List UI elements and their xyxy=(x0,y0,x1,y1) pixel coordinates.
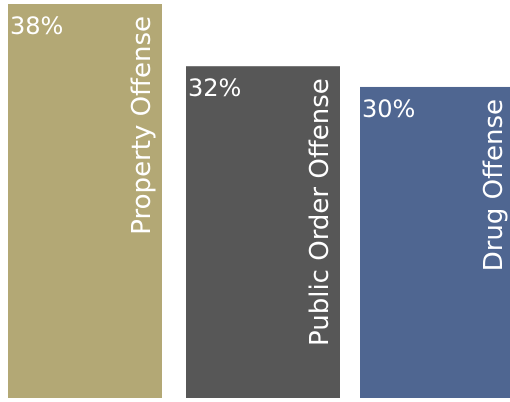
value-label-property-offense: 38% xyxy=(10,12,63,40)
bar-public-order-offense xyxy=(186,66,340,399)
bar-drug-offense xyxy=(360,86,510,399)
value-label-drug-offense: 30% xyxy=(362,95,415,123)
category-label-property-offense: Property Offense xyxy=(127,16,157,235)
category-label-drug-offense: Drug Offense xyxy=(479,99,509,271)
category-label-public-order-offense: Public Order Offense xyxy=(305,78,335,346)
bar-group-public-order-offense: 32% Public Order Offense xyxy=(186,66,340,399)
value-label-public-order-offense: 32% xyxy=(188,74,241,102)
bar-group-drug-offense: 30% Drug Offense xyxy=(360,86,510,399)
bar-group-property-offense: 38% Property Offense xyxy=(8,4,162,398)
bar-property-offense xyxy=(8,4,162,398)
